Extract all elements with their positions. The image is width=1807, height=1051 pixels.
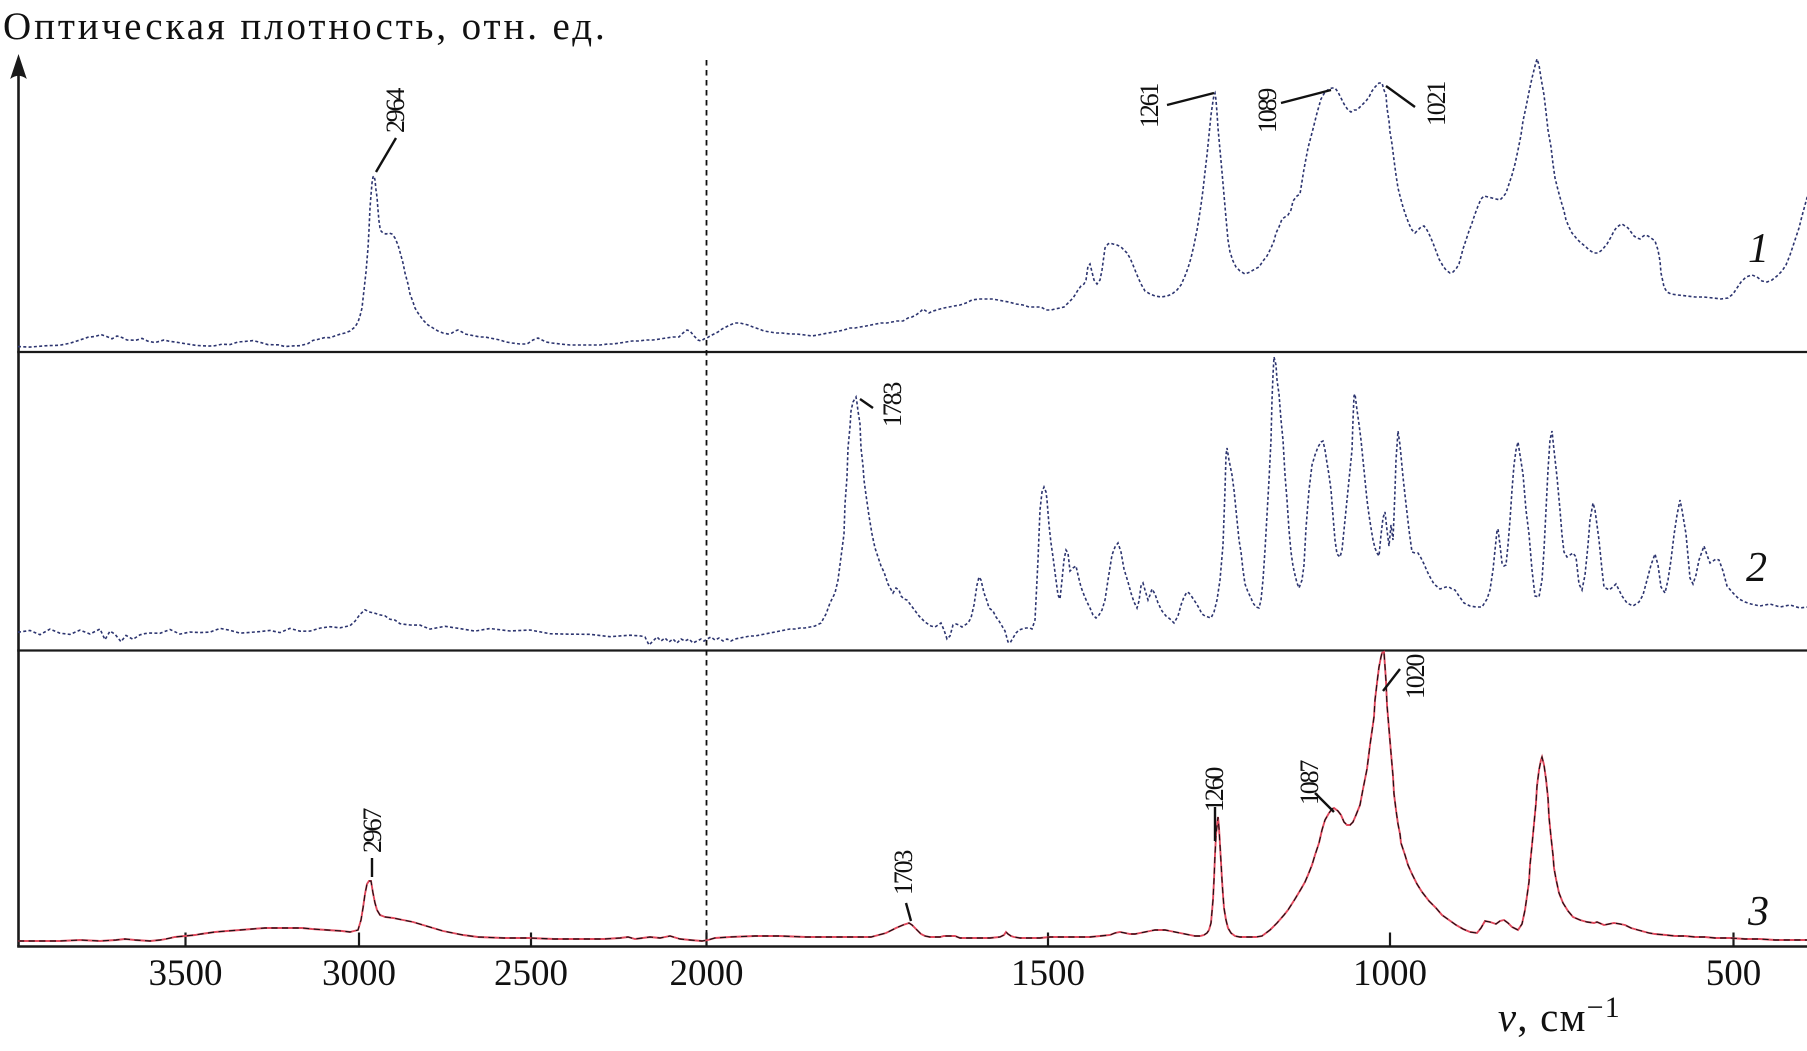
svg-text:1000: 1000 — [1353, 953, 1427, 994]
svg-text:500: 500 — [1706, 953, 1762, 994]
svg-text:1500: 1500 — [1011, 953, 1085, 994]
svg-text:1020: 1020 — [1401, 654, 1430, 699]
svg-text:3: 3 — [1747, 889, 1769, 935]
svg-text:1021: 1021 — [1422, 82, 1451, 126]
svg-text:1783: 1783 — [878, 383, 907, 427]
svg-text:2500: 2500 — [494, 953, 568, 994]
svg-text:3500: 3500 — [149, 953, 223, 994]
svg-text:1261: 1261 — [1135, 84, 1164, 128]
svg-text:2000: 2000 — [670, 953, 744, 994]
svg-text:1260: 1260 — [1200, 767, 1229, 812]
svg-text:3000: 3000 — [322, 953, 396, 994]
svg-text:1703: 1703 — [889, 851, 918, 895]
svg-text:2967: 2967 — [358, 808, 387, 853]
svg-text:2: 2 — [1746, 545, 1767, 591]
svg-text:ν, см−1: ν, см−1 — [1498, 991, 1621, 1040]
svg-text:Оптическая плотность, отн. ед.: Оптическая плотность, отн. ед. — [3, 5, 608, 48]
svg-text:1: 1 — [1748, 226, 1769, 272]
svg-text:1089: 1089 — [1253, 89, 1282, 133]
svg-text:2964: 2964 — [381, 88, 410, 133]
